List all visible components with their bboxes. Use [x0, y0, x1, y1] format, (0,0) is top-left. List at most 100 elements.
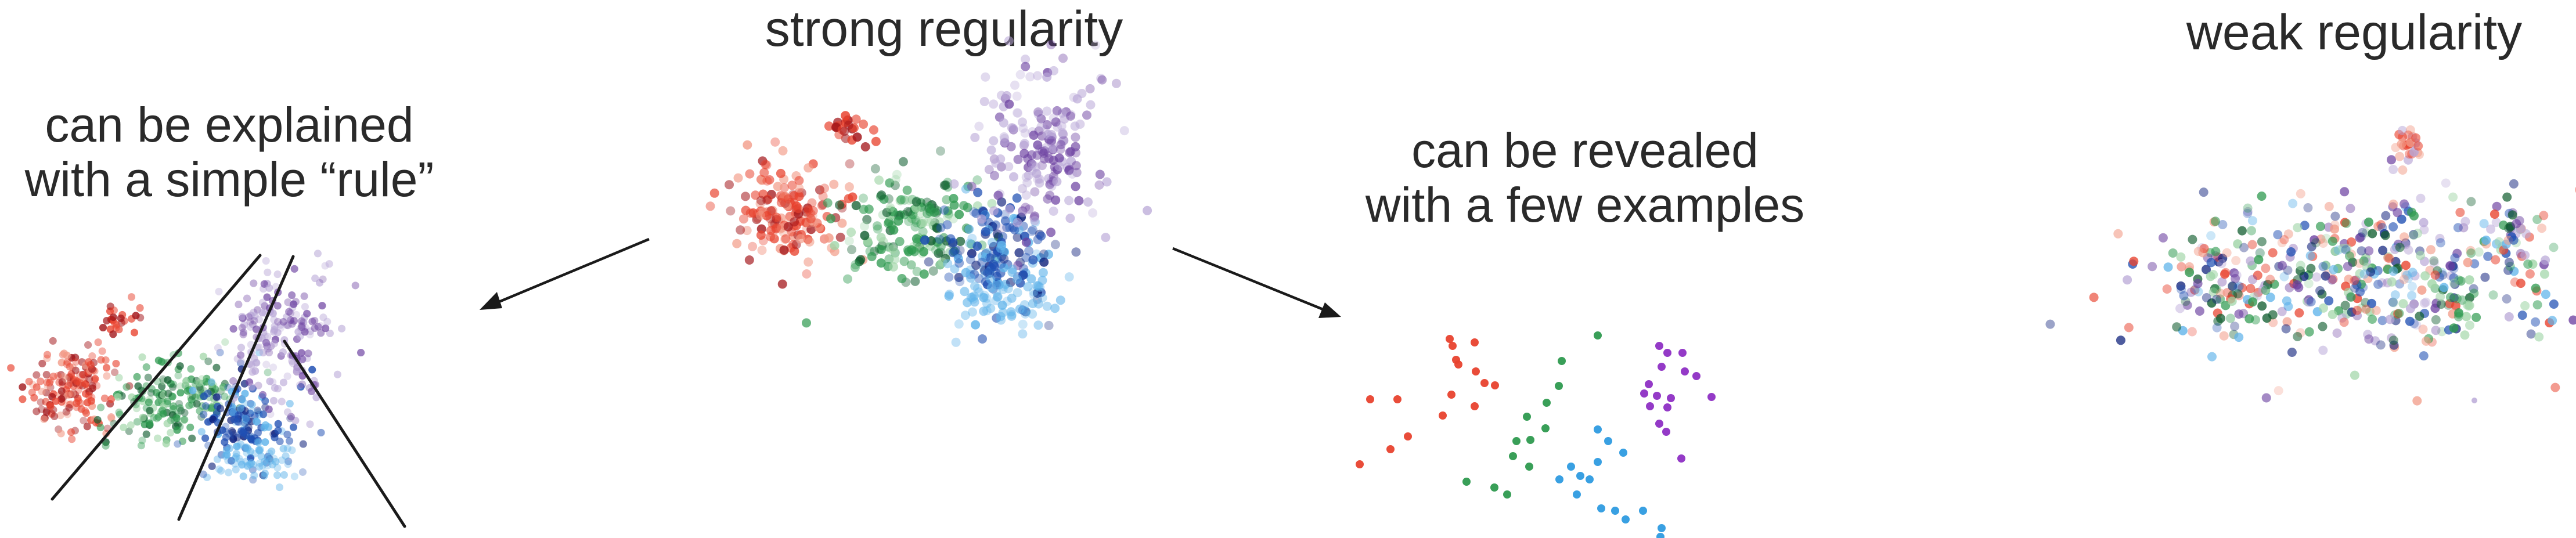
weak-point — [2409, 211, 2419, 221]
weak-point — [2395, 151, 2405, 161]
example-point-purple — [1667, 394, 1675, 402]
example-point-green — [1462, 478, 1471, 486]
strong-point-purple — [1039, 154, 1049, 164]
strong-point-green — [860, 230, 870, 240]
weak-point — [2469, 288, 2479, 298]
rule-point-purple — [261, 302, 269, 310]
strong-point-green — [867, 252, 877, 262]
strong-point-purple — [1033, 109, 1043, 119]
rule-point-lightblue — [239, 472, 247, 481]
example-point-blue — [1658, 524, 1666, 532]
rule-point-purple — [270, 340, 279, 348]
rule-point-green — [186, 423, 194, 431]
strong-point-lightblue — [979, 293, 989, 302]
strong-point-purple — [1095, 169, 1105, 179]
strong-point-purple — [949, 179, 959, 189]
weak-point — [2385, 315, 2395, 324]
rule-point-purple — [274, 317, 282, 326]
example-point-red — [1472, 367, 1480, 375]
strong-point-lightblue — [979, 290, 989, 300]
rule-point-green — [120, 423, 128, 432]
rule-point-red — [103, 372, 111, 380]
strong-point-purple — [1049, 206, 1058, 216]
strong-point-blue — [971, 320, 981, 330]
weak-point — [2376, 340, 2386, 350]
weak-point — [2407, 281, 2417, 291]
weak-point — [2531, 283, 2541, 293]
strong-point-green — [949, 200, 959, 210]
strong-point-green — [891, 175, 900, 185]
rule-point-green — [173, 426, 181, 434]
strong-point-purple — [1083, 197, 1093, 207]
strong-regularity-title: strong regularity — [765, 1, 1123, 57]
weak-point — [2387, 155, 2396, 165]
weak-point — [2352, 305, 2362, 315]
strong-point-green — [911, 218, 921, 228]
rule-point-purple — [308, 387, 316, 395]
weak-point — [2218, 220, 2228, 229]
rule-point-purple — [248, 383, 256, 391]
example-point-purple — [1662, 428, 1670, 436]
weak-point — [2474, 247, 2484, 257]
rule-point-purple — [325, 260, 333, 268]
weak-point — [2521, 229, 2531, 239]
rule-point-green — [188, 392, 197, 400]
strong-point-blue — [1032, 288, 1042, 298]
weak-point — [2216, 313, 2225, 323]
arrow-right — [1172, 247, 1341, 318]
strong-point-red — [757, 245, 767, 255]
strong-point-green — [929, 207, 939, 217]
strong-point-lightblue — [1015, 304, 1025, 314]
rule-point-red-top — [109, 330, 117, 338]
rule-point-lightblue — [251, 449, 259, 458]
strong-regularity-embedding — [705, 36, 1152, 347]
strong-point-purple — [1074, 196, 1084, 205]
strong-point-purple — [1020, 128, 1030, 138]
weak-point — [2398, 165, 2408, 175]
rule-point-purple — [259, 349, 267, 357]
strong-point-green — [826, 214, 835, 223]
weak-point — [2359, 269, 2369, 279]
rule-point-green — [154, 413, 163, 421]
strong-point-purple — [1042, 120, 1052, 129]
rule-point-purple — [317, 329, 325, 337]
rule-point-red — [19, 383, 27, 391]
rule-point-purple — [248, 368, 257, 376]
strong-point-green — [862, 215, 872, 225]
strong-point-blue — [924, 257, 934, 267]
weak-point — [2460, 216, 2470, 226]
strong-point-red — [806, 214, 816, 223]
weak-point — [2195, 306, 2204, 316]
rule-point-purple — [269, 396, 278, 405]
strong-point-lightblue — [966, 273, 976, 283]
strong-point-red — [726, 206, 736, 216]
rule-point-green — [125, 427, 133, 435]
weak-point — [2193, 279, 2203, 288]
strong-point-purple — [1027, 150, 1037, 160]
weak-point — [2503, 265, 2513, 275]
rule-point-red-top — [127, 293, 136, 301]
rule-point-purple — [283, 372, 291, 380]
weak-point — [2228, 281, 2238, 291]
strong-point-blue — [994, 280, 1004, 290]
rule-point-green — [115, 374, 123, 382]
rule-point-red — [33, 407, 41, 416]
strong-point-lightblue — [954, 319, 964, 329]
weak-point — [2123, 275, 2132, 285]
example-point-green — [1594, 331, 1602, 340]
weak-point — [2383, 252, 2393, 262]
strong-point-green — [905, 195, 914, 205]
strong-point-purple — [1021, 190, 1031, 200]
strong-point-green — [913, 237, 922, 247]
weak-point — [2330, 211, 2340, 221]
strong-point-purple — [986, 145, 996, 155]
example-point-purple — [1646, 402, 1654, 410]
weak-point — [2465, 275, 2474, 285]
weak-point — [2466, 197, 2476, 207]
weak-point — [2531, 317, 2541, 327]
weak-point — [2411, 133, 2421, 143]
strong-point-purple — [1054, 161, 1064, 171]
strong-point-red — [794, 183, 804, 193]
rule-point-blue — [216, 348, 224, 356]
weak-point — [2509, 266, 2519, 276]
